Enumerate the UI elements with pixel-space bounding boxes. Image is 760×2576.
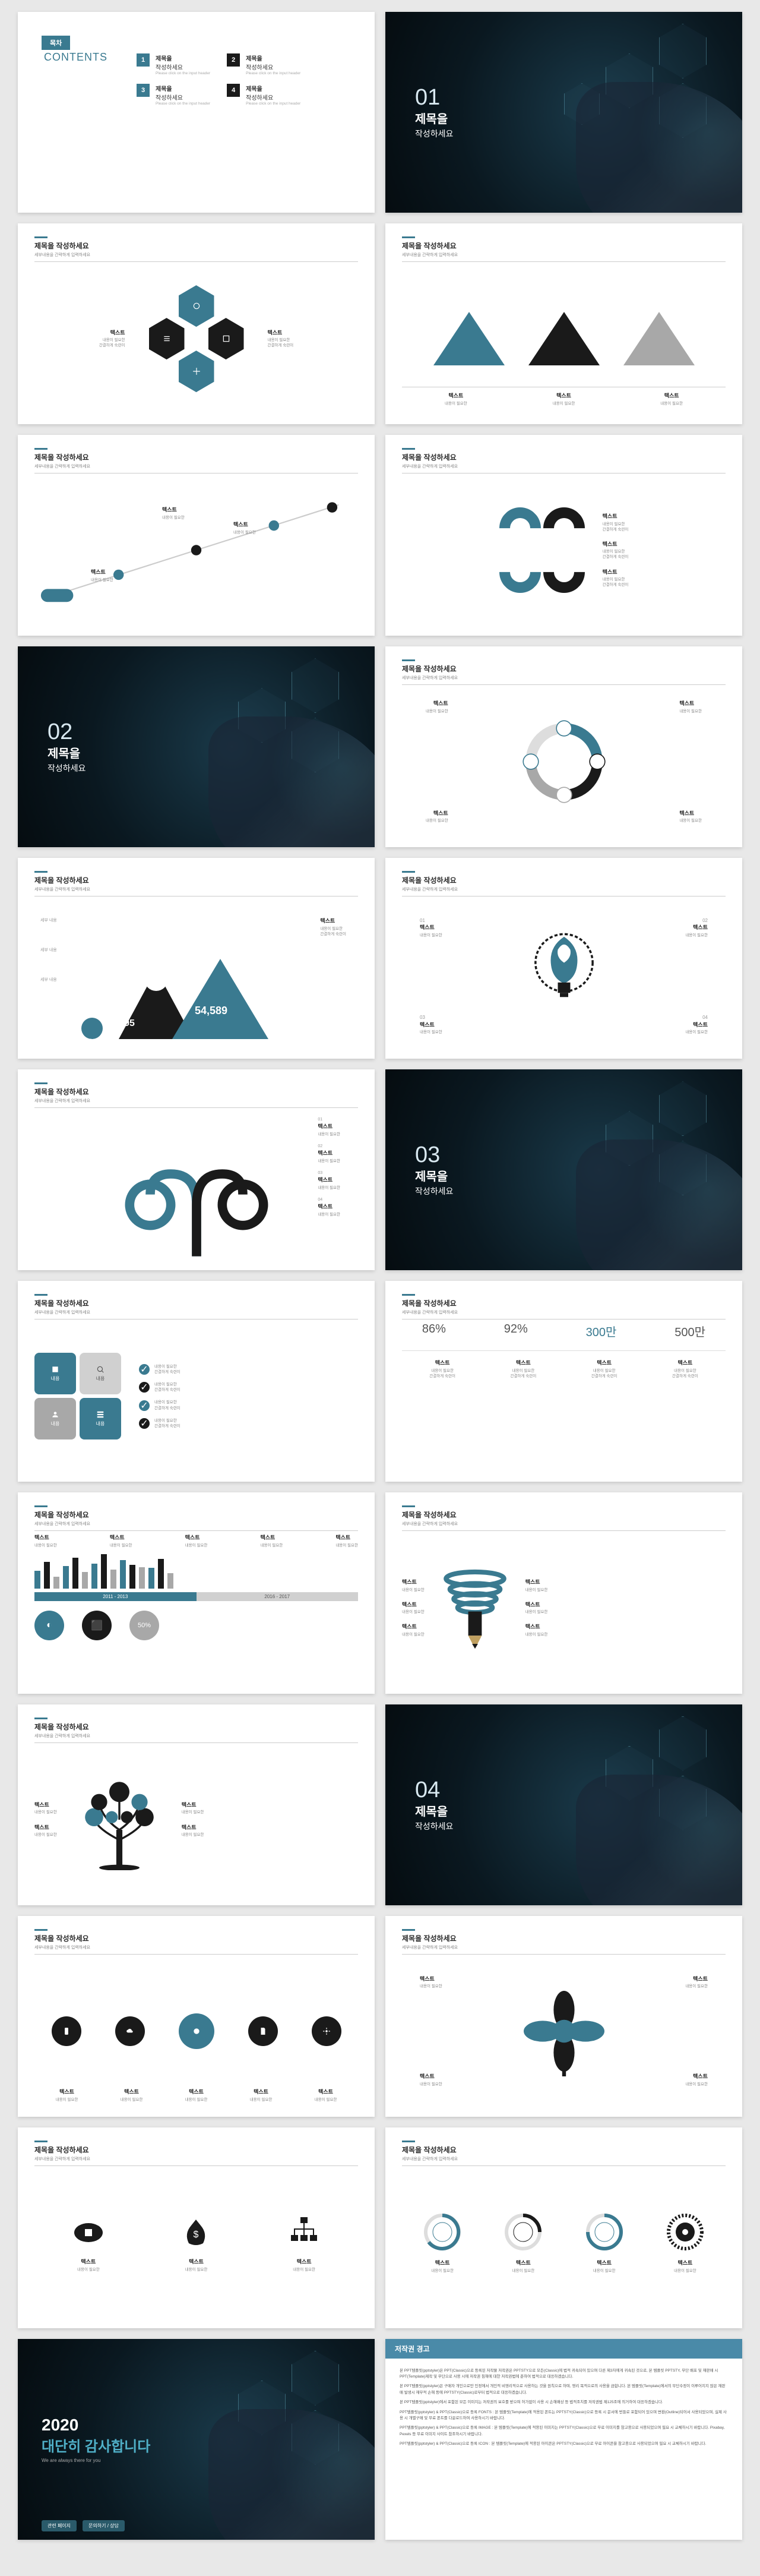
slide-pencil-spiral: 제목을 작성하세요세부내용을 간략하게 입력하세요 텍스트내용이 필요한 텍스트… bbox=[385, 1492, 742, 1693]
copyright-paragraph: PPT템플릿(pptstyler) & PPT(Classic)으로 등록 IC… bbox=[400, 2441, 728, 2447]
center-icon bbox=[179, 2013, 214, 2049]
bar bbox=[120, 1560, 126, 1589]
slide-stats: 제목을 작성하세요세부내용을 간략하게 입력하세요 86% 92% 300만 5… bbox=[385, 1281, 742, 1482]
doc-icon bbox=[248, 2016, 278, 2046]
triangle-3 bbox=[623, 312, 695, 365]
bar bbox=[129, 1565, 135, 1589]
triangle-1 bbox=[433, 312, 505, 365]
bar bbox=[53, 1577, 59, 1589]
bar bbox=[101, 1554, 107, 1589]
slide-hex-process: 제목을 작성하세요세부내용을 간략하게 입력하세요 텍스트내용이 필요한간결하게… bbox=[18, 223, 375, 424]
bar bbox=[82, 1572, 88, 1589]
triangle-2 bbox=[528, 312, 600, 365]
cloud-icon bbox=[115, 2016, 145, 2046]
slide-donut-quad: 제목을 작성하세요세부내용을 간략하게 입력하세요 텍스트내용이 필요한간결하게… bbox=[385, 435, 742, 636]
contents-list: 1제목을작성하세요Please click on the input heade… bbox=[137, 53, 300, 106]
bar bbox=[158, 1559, 164, 1589]
hex-icon bbox=[179, 285, 214, 327]
bar bbox=[91, 1564, 97, 1589]
slide-copyright: 저작권 경고 본 PPT템플릿(pptstyler)은 PPT(Classic)… bbox=[385, 2339, 742, 2540]
bar bbox=[167, 1573, 173, 1589]
copyright-paragraph: PPT템플릿(pptstyler) & PPT(Classic)으로 등록 FO… bbox=[400, 2410, 728, 2422]
link-button[interactable]: 관련 페이지 bbox=[42, 2520, 77, 2531]
slide-four-radial: 제목을 작성하세요세부내용을 간략하게 입력하세요 텍스트내용이 필요한 텍스트… bbox=[385, 2127, 742, 2328]
copyright-header: 저작권 경고 bbox=[385, 2339, 742, 2359]
slide-mountain-stats: 제목을 작성하세요세부내용을 간략하게 입력하세요 세부 내용 세부 내용 세부… bbox=[18, 858, 375, 1059]
slide-icon-flow: 제목을 작성하세요세부내용을 간략하게 입력하세요 텍스트내용이 필요한 텍스트… bbox=[18, 1916, 375, 2117]
money-bag-icon: $ bbox=[177, 2212, 215, 2250]
slide-section-02: 02 제목을 작성하세요 bbox=[18, 646, 375, 847]
gear-icon bbox=[312, 2016, 341, 2046]
contact-button[interactable]: 문의하기 / 상담 bbox=[83, 2520, 125, 2531]
bar bbox=[63, 1566, 69, 1589]
bar bbox=[110, 1570, 116, 1589]
slide-triangles: 제목을 작성하세요세부내용을 간략하게 입력하세요 텍스트내용이 필요한 텍스트… bbox=[385, 223, 742, 424]
bar bbox=[44, 1562, 50, 1589]
bar bbox=[72, 1558, 78, 1589]
slide-three-icons: 제목을 작성하세요세부내용을 간략하게 입력하세요 텍스트내용이 필요한 $ 텍… bbox=[18, 2127, 375, 2328]
slide-tree: 제목을 작성하세요세부내용을 간략하게 입력하세요 텍스트내용이 필요한 텍스트… bbox=[18, 1704, 375, 1905]
phone-icon bbox=[52, 2016, 81, 2046]
svg-text:$: $ bbox=[194, 2230, 199, 2240]
slide-section-04: 04 제목을 작성하세요 bbox=[385, 1704, 742, 1905]
copyright-paragraph: 본 PPT템플릿(pptstyler)은 PPT(Classic)으로 등록된 … bbox=[400, 2368, 728, 2381]
bar bbox=[148, 1568, 154, 1589]
slide-thanks: 2020 대단히 감사합니다 We are always there for y… bbox=[18, 2339, 375, 2540]
slide-contents: 목차 CONTENTS 1제목을작성하세요Please click on the… bbox=[18, 12, 375, 213]
contents-sub: CONTENTS bbox=[44, 51, 107, 64]
bar bbox=[34, 1571, 40, 1589]
bar bbox=[139, 1567, 145, 1589]
copyright-paragraph: PPT템플릿(pptstyler) & PPT(Classic)으로 등록 IM… bbox=[400, 2425, 728, 2438]
org-chart-icon bbox=[285, 2212, 323, 2250]
slide-timeline: 제목을 작성하세요세부내용을 간략하게 입력하세요 텍스트내용이 필요한 텍스트… bbox=[18, 435, 375, 636]
bar-chart bbox=[34, 1553, 358, 1589]
slide-four-squares: 제목을 작성하세요세부내용을 간략하게 입력하세요 내용 내용 내용 내용 ✓내… bbox=[18, 1281, 375, 1482]
slide-ring-cycle: 제목을 작성하세요세부내용을 간략하게 입력하세요 텍스트내용이 필요한 텍스트… bbox=[385, 646, 742, 847]
cloud-lock-icon bbox=[69, 2212, 107, 2250]
slide-section-01: 01 제목을 작성하세요 bbox=[385, 12, 742, 213]
copyright-paragraph: 본 PPT템플릿(pptstyler)에서 포함된 모든 이미지는 저작권의 보… bbox=[400, 2400, 728, 2405]
slide-section-03: 03 제목을 작성하세요 bbox=[385, 1069, 742, 1270]
slide-lightbulb: 제목을 작성하세요세부내용을 간략하게 입력하세요 01텍스트내용이 필요한 0… bbox=[385, 858, 742, 1059]
slide-flower: 제목을 작성하세요세부내용을 간략하게 입력하세요 텍스트내용이 필요한 텍스트… bbox=[385, 1916, 742, 2117]
contents-header: 목차 bbox=[42, 36, 70, 50]
slide-bar-chart: 제목을 작성하세요세부내용을 간략하게 입력하세요 텍스트내용이 필요한 텍스트… bbox=[18, 1492, 375, 1693]
copyright-paragraph: 본 PPT템플릿(pptstyler)은 구매자 개인으로만 인정에서 개인적 … bbox=[400, 2384, 728, 2396]
slide-swirl-rings: 제목을 작성하세요세부내용을 간략하게 입력하세요 01텍스트내용이 필요한 0… bbox=[18, 1069, 375, 1270]
